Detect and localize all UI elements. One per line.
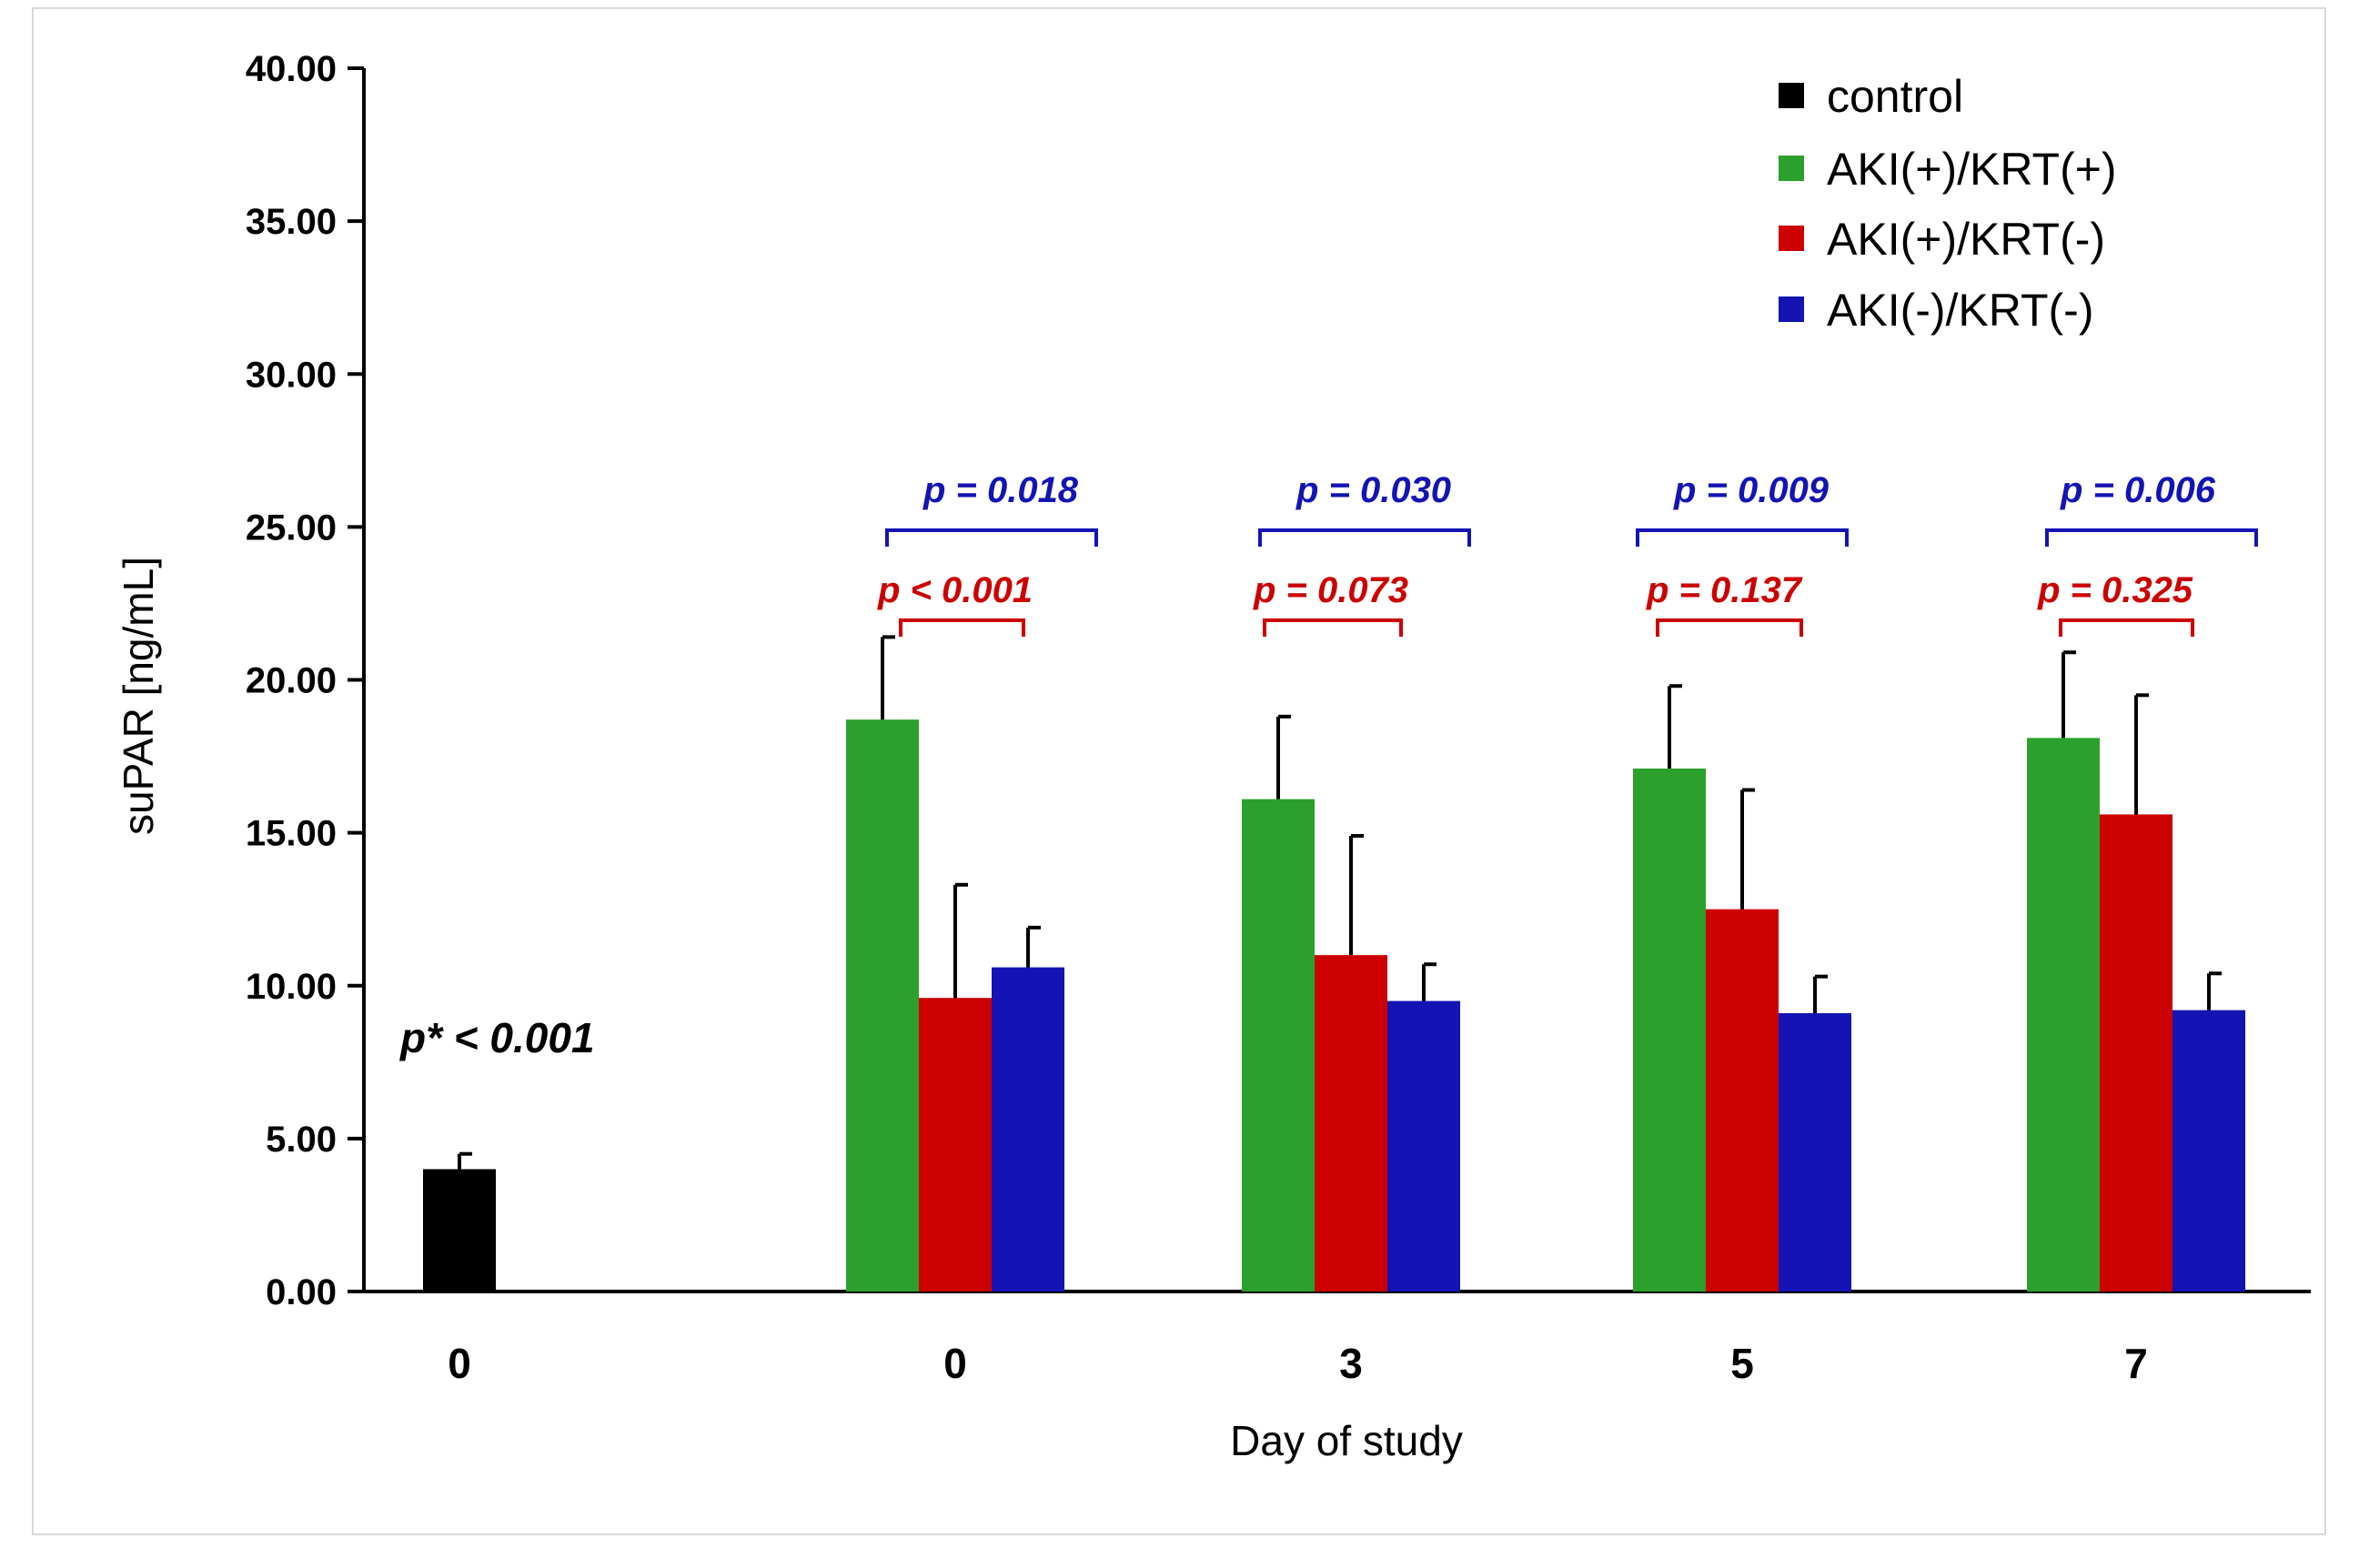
p-value-blue: p = 0.006 (2060, 470, 2216, 510)
legend-label: AKI(+)/KRT(-) (1827, 214, 2105, 265)
legend-label: control (1827, 71, 1963, 122)
y-tick-label: 35.00 (246, 202, 337, 242)
x-tick-label: 0 (448, 1340, 471, 1387)
y-tick-label: 0.00 (266, 1272, 337, 1312)
bar (846, 719, 919, 1292)
p-value-blue: p = 0.030 (1295, 470, 1451, 510)
y-tick-label: 20.00 (246, 661, 337, 701)
bar (1633, 769, 1706, 1292)
x-tick-label: 0 (943, 1340, 967, 1387)
p-value-red: p = 0.073 (1253, 570, 1408, 610)
bars (423, 635, 2245, 1292)
bar (992, 967, 1064, 1292)
significance-bracket (1258, 528, 1471, 547)
bar (423, 1169, 496, 1292)
significance-bracket (2059, 618, 2194, 637)
p-value-red: p < 0.001 (877, 570, 1033, 610)
x-tick-label: 3 (1339, 1340, 1363, 1387)
p-value-red: p = 0.137 (1646, 570, 1803, 610)
bar (2027, 738, 2100, 1292)
x-tick-label: 5 (1730, 1340, 1754, 1387)
legend-swatch (1779, 297, 1804, 322)
legend-swatch (1779, 156, 1804, 181)
labels: suPAR [ng/mL] Day of study p* < 0.001 0 0… (115, 557, 2148, 1464)
x-axis-title: Day of study (1230, 1417, 1463, 1464)
legend-swatch (1779, 83, 1804, 108)
bar (2100, 814, 2172, 1292)
bar (1315, 955, 1387, 1292)
significance-bracket (2045, 528, 2258, 547)
y-tick-label: 5.00 (266, 1120, 337, 1160)
significance-bracket (1636, 528, 1849, 547)
p-value-red: p = 0.325 (2037, 570, 2193, 610)
significance-bracket (885, 528, 1098, 547)
significance-bracket (1656, 618, 1803, 637)
bar (1387, 1000, 1460, 1292)
bar (1706, 909, 1779, 1292)
significance-bracket (899, 618, 1025, 637)
legend: control AKI(+)/KRT(+) AKI(+)/KRT(-) AKI(-)/… (1779, 71, 2117, 336)
axes: 0.00 5.00 10.00 15.00 20.00 25.00 30.00 35.00 40… (246, 49, 2311, 1312)
x-tick-label: 7 (2124, 1340, 2148, 1387)
bar (1779, 1013, 1851, 1292)
chart-frame (32, 7, 2326, 1535)
p-value-blue: p = 0.018 (922, 470, 1079, 510)
significance-brackets: p = 0.018 p = 0.030 p = 0.009 p = 0.006 p < … (877, 470, 2258, 637)
bar (1242, 799, 1315, 1292)
legend-swatch (1779, 226, 1804, 251)
p-value-blue: p = 0.009 (1673, 470, 1830, 510)
y-tick-label: 25.00 (246, 508, 337, 548)
bar (2172, 1010, 2245, 1292)
y-tick-label: 40.00 (246, 49, 337, 89)
y-axis-title: suPAR [ng/mL] (115, 557, 162, 835)
legend-label: AKI(+)/KRT(+) (1827, 144, 2117, 195)
bar (919, 998, 992, 1292)
control-p-value: p* < 0.001 (398, 1014, 595, 1061)
significance-bracket (1263, 618, 1403, 637)
y-tick-label: 30.00 (246, 355, 337, 395)
y-tick-label: 10.00 (246, 967, 337, 1007)
legend-label: AKI(-)/KRT(-) (1827, 285, 2093, 336)
y-tick-label: 15.00 (246, 814, 337, 854)
